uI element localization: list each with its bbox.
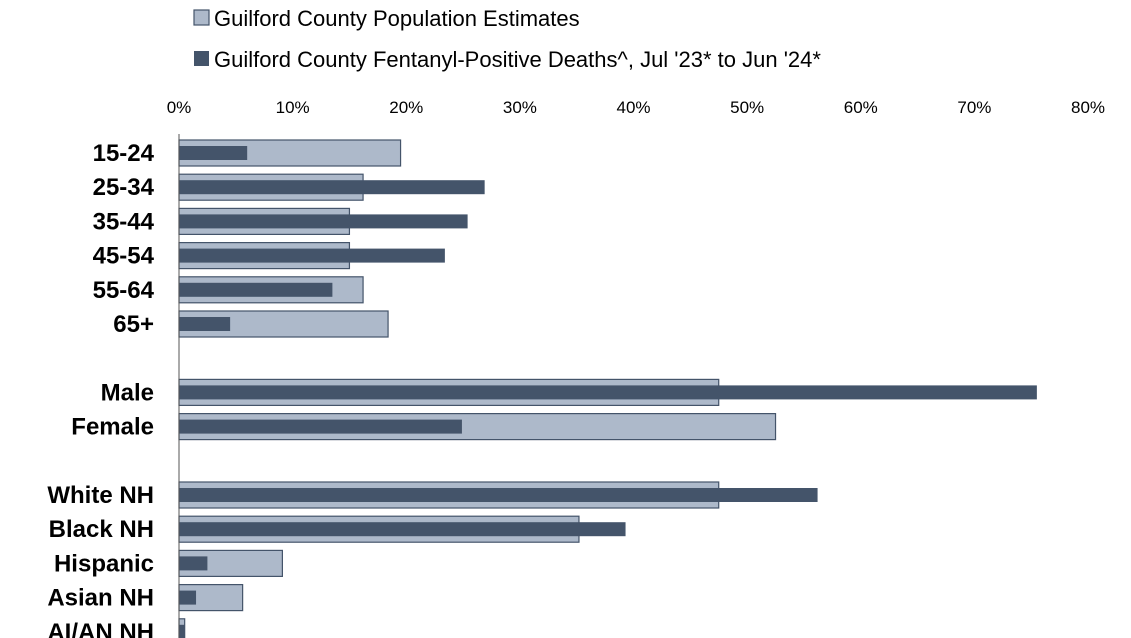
category-labels: 15-24 25-34 35-44 45-54 55-64 65+ Male Female Wh…: [47, 140, 154, 638]
x-tick-label: 10%: [276, 98, 310, 117]
bar-deaths: [179, 282, 333, 297]
legend-swatch-deaths: [194, 51, 209, 66]
x-tick-label: 60%: [844, 98, 878, 117]
category-label: 55-64: [93, 277, 155, 304]
category-label: 15-24: [93, 140, 155, 167]
category-label: White NH: [47, 482, 154, 509]
bar-deaths: [179, 419, 462, 434]
x-tick-label: 70%: [957, 98, 991, 117]
bar-deaths: [179, 488, 818, 502]
bar-deaths: [179, 556, 208, 571]
category-label: Black NH: [49, 516, 154, 543]
legend-label-deaths: Guilford County Fentanyl-Positive Deaths…: [214, 47, 821, 72]
category-label: Male: [101, 379, 154, 406]
x-tick-label: 20%: [389, 98, 423, 117]
x-tick-label: 0%: [167, 98, 192, 117]
category-label: AI/AN NH: [47, 619, 154, 638]
bar-deaths: [179, 385, 1037, 400]
category-label: 35-44: [93, 208, 155, 235]
legend-item-population: Guilford County Population Estimates: [193, 6, 580, 31]
death-bars: [179, 146, 1037, 638]
legend-swatch-population: [193, 9, 210, 26]
x-tick-label: 40%: [616, 98, 650, 117]
category-label: 25-34: [93, 174, 155, 201]
legend-item-deaths: Guilford County Fentanyl-Positive Deaths…: [194, 47, 821, 72]
category-label: Female: [71, 414, 154, 441]
category-label: 65+: [113, 311, 154, 338]
legend: Guilford County Population Estimates Gui…: [193, 6, 821, 72]
bar-deaths: [179, 522, 626, 537]
legend-label-population: Guilford County Population Estimates: [214, 6, 580, 31]
category-label: 45-54: [93, 243, 155, 270]
bar-deaths: [179, 146, 248, 160]
category-label: Asian NH: [47, 585, 154, 612]
x-axis-tick-labels: 0% 10% 20% 30% 40% 50% 60% 70% 80%: [167, 98, 1105, 117]
x-tick-label: 80%: [1071, 98, 1105, 117]
x-tick-label: 50%: [730, 98, 764, 117]
bar-deaths: [179, 317, 231, 331]
bar-deaths: [179, 248, 445, 263]
x-tick-label: 30%: [503, 98, 537, 117]
category-label: Hispanic: [54, 550, 154, 577]
bar-deaths: [179, 180, 485, 195]
bar-deaths: [179, 624, 185, 638]
bar-deaths: [179, 214, 468, 229]
bar-deaths: [179, 590, 197, 605]
